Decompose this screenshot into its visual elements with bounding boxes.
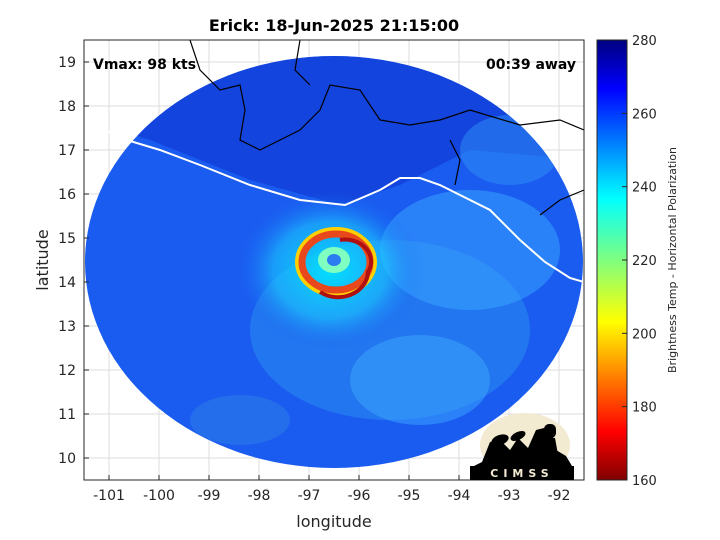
x-axis-label: longitude	[296, 512, 371, 531]
colorbar-tick-label: 240	[632, 181, 657, 196]
x-tick-label: -96	[348, 488, 371, 504]
x-tick-label: -97	[298, 488, 321, 504]
x-tick-label: -94	[448, 488, 471, 504]
y-tick-label: 14	[58, 275, 76, 291]
coastline	[84, 117, 584, 283]
colorbar-tick-label: 200	[632, 327, 657, 342]
y-tick-label: 15	[58, 231, 76, 247]
colorbar-tick-label: 180	[632, 401, 657, 416]
x-tick-label: -93	[498, 488, 521, 504]
y-tick-label: 18	[58, 99, 76, 115]
figure-title: Erick: 18-Jun-2025 21:15:00	[209, 16, 459, 35]
storm-eye	[327, 254, 341, 266]
y-tick-label: 13	[58, 319, 76, 335]
colorbar-ticks: 160 180 200 220 240 260 280	[622, 34, 657, 489]
x-tick-label: -101	[93, 488, 125, 504]
y-tick-label: 19	[58, 55, 76, 71]
y-tick-label: 12	[58, 363, 76, 379]
colorbar-label: Brightness Temp - Horizontal Polarizatio…	[666, 147, 679, 373]
x-tick-label: -92	[548, 488, 571, 504]
y-tick-label: 10	[58, 451, 76, 467]
y-tick-label: 11	[58, 407, 76, 423]
x-tick-label: -95	[398, 488, 421, 504]
satellite-dish-icon	[510, 431, 526, 441]
colorbar-tick-label: 260	[632, 107, 657, 122]
time-away-label: 00:39 away	[486, 57, 576, 73]
x-tick-label: -99	[198, 488, 221, 504]
cimss-logo: CIMSS	[470, 413, 574, 480]
x-tick-label: -98	[248, 488, 271, 504]
logo-text: CIMSS	[490, 467, 553, 480]
x-tick-label: -100	[143, 488, 175, 504]
y-tick-label: 17	[58, 143, 76, 159]
y-axis: 10 11 12 13 14 15 16 17 18 19	[58, 55, 89, 467]
colorbar-tick-label: 220	[632, 254, 657, 269]
colorbar-tick-label: 160	[632, 474, 657, 489]
vmax-label: Vmax: 98 kts	[93, 57, 196, 73]
satellite-dish-icon	[491, 434, 509, 446]
water-tower-icon	[544, 424, 556, 438]
x-axis: -101 -100 -99 -98 -97 -96 -95 -94 -93 -92	[93, 475, 570, 504]
axes-frame	[83, 39, 585, 481]
country-borders	[189, 40, 584, 216]
colorbar-tick-label: 280	[632, 34, 657, 49]
y-axis-label: latitude	[33, 229, 52, 290]
y-tick-label: 16	[58, 187, 76, 203]
